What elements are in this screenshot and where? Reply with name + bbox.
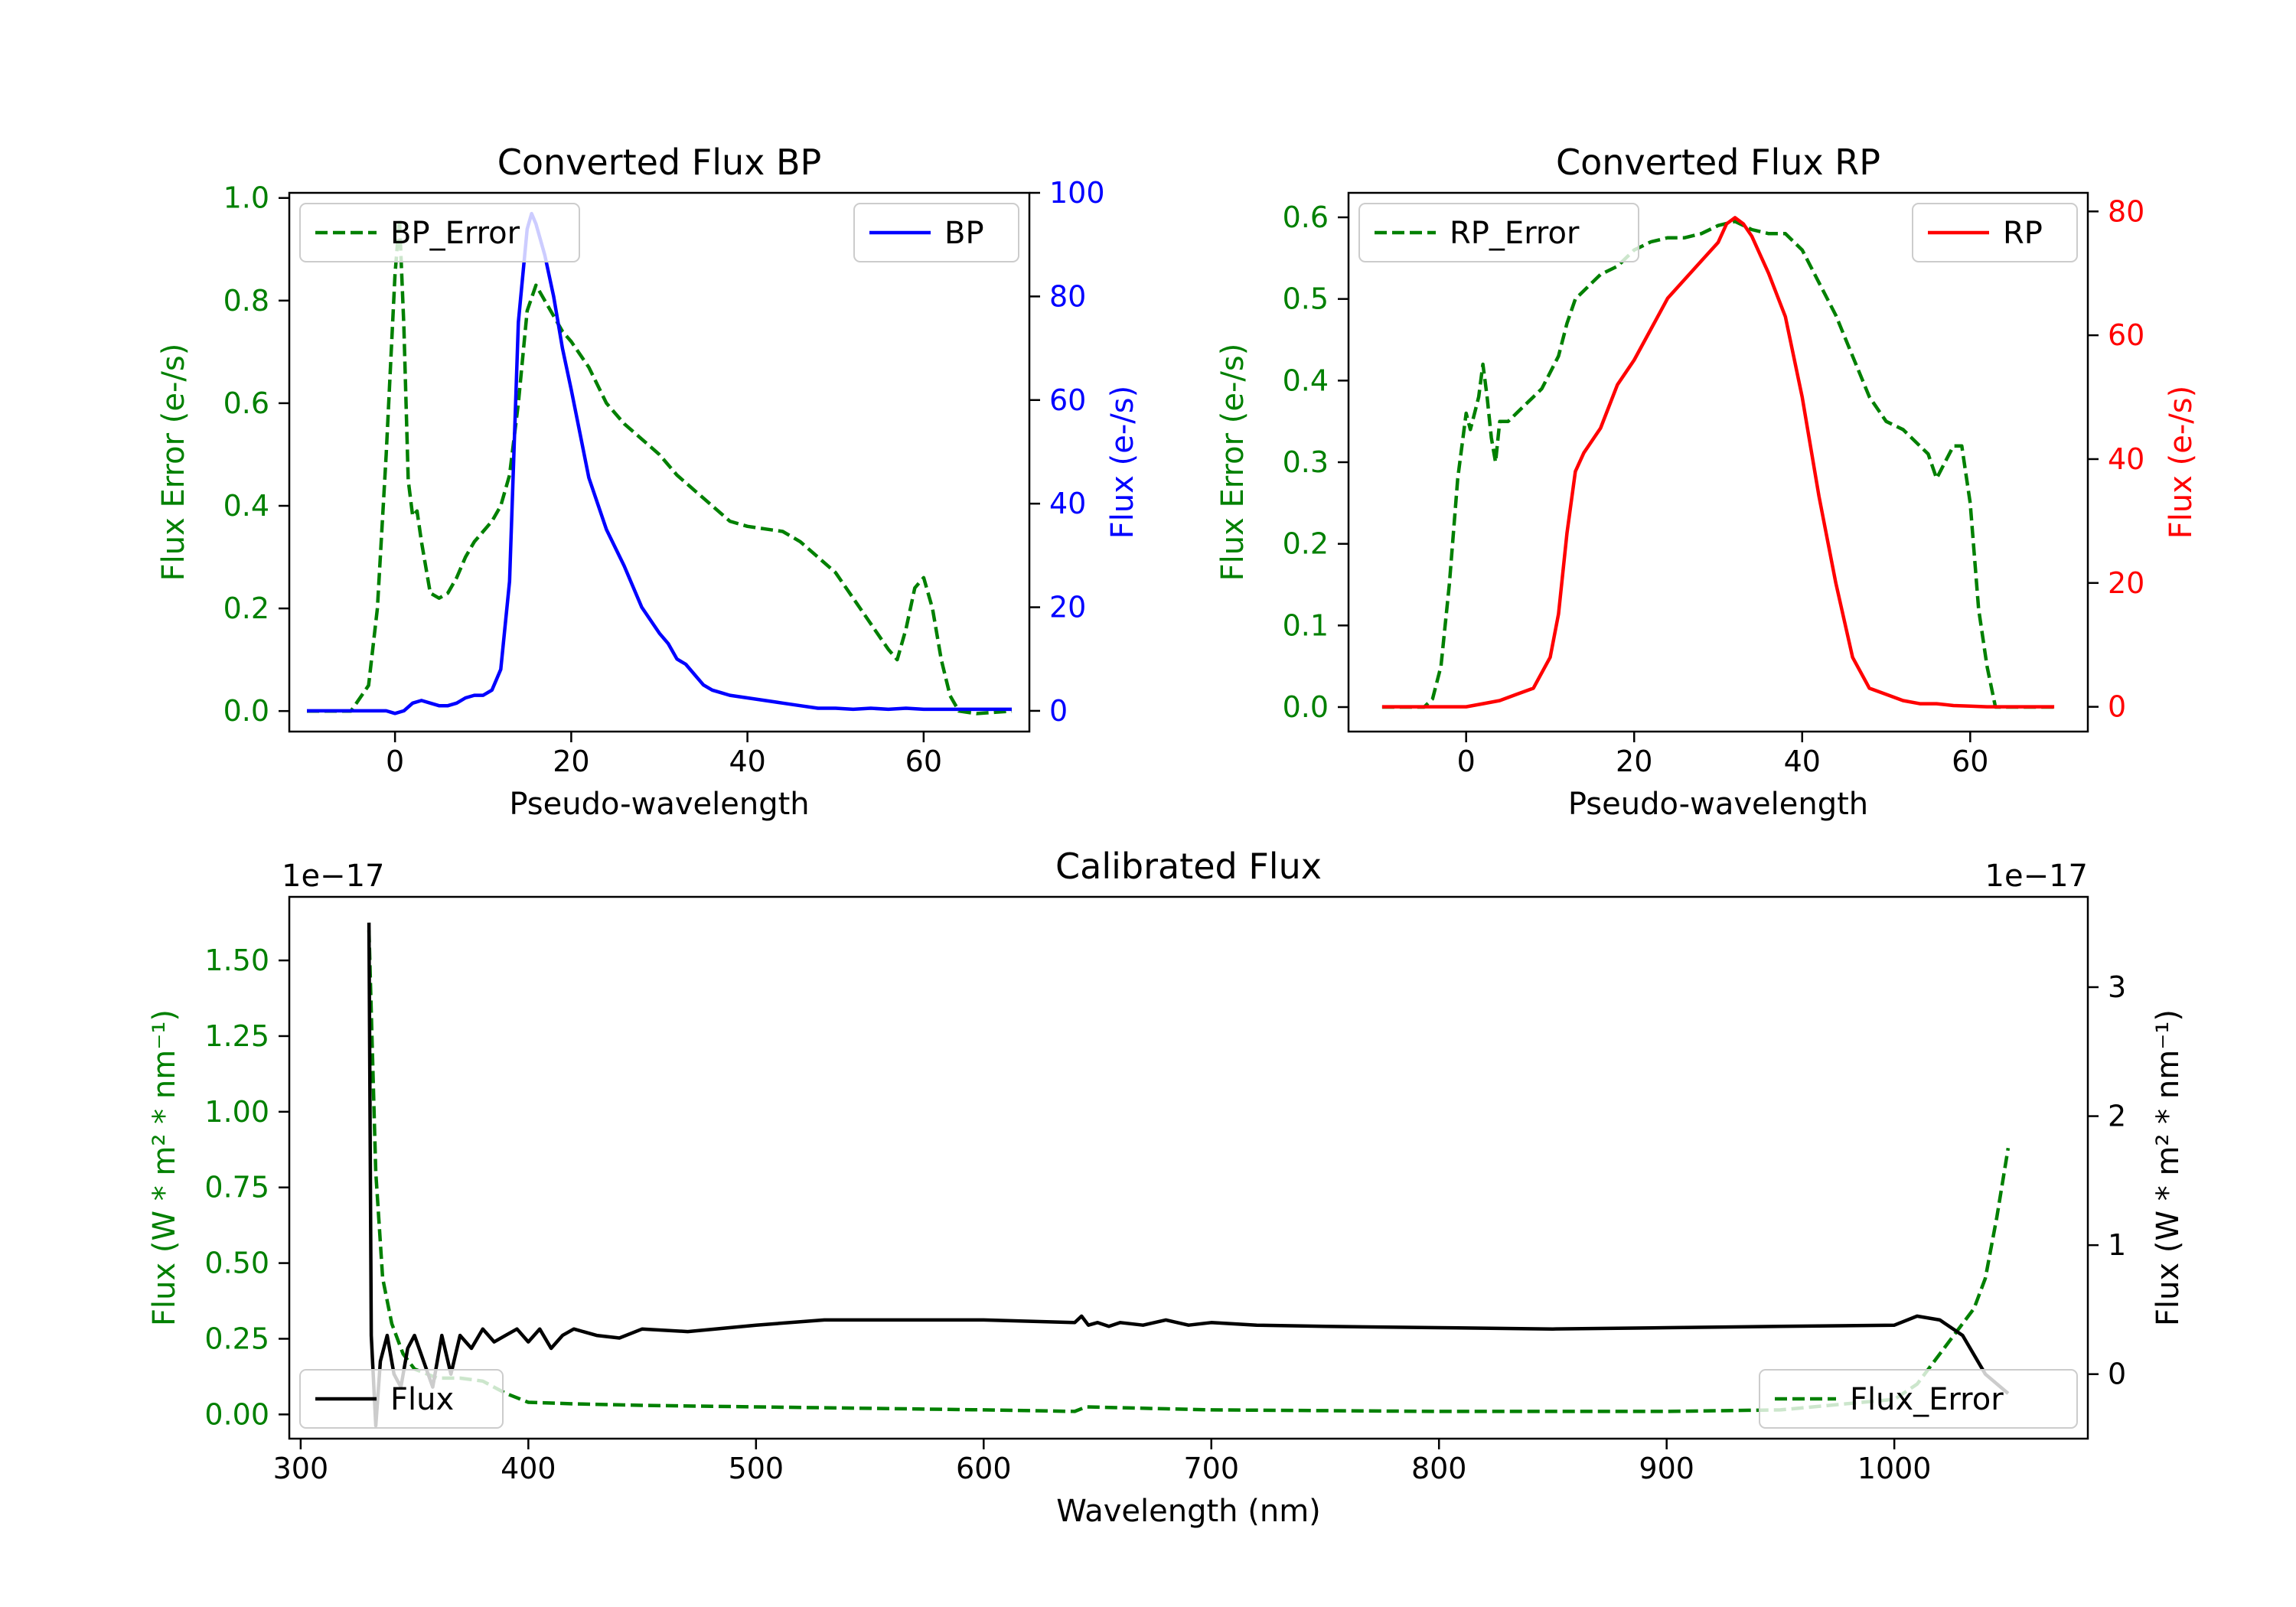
legend-rp: RP	[1912, 203, 2078, 262]
chart-title: Calibrated Flux	[1055, 846, 1322, 887]
legend-label: BP	[944, 216, 984, 251]
y-left-tick-label: 1.0	[223, 181, 269, 215]
y-right-tick-label: 60	[1049, 383, 1086, 417]
plot-frame	[288, 191, 1031, 733]
legend-label: RP	[2003, 216, 2043, 251]
x-tick-label: 800	[1411, 1452, 1467, 1485]
legend-bp: BP	[853, 203, 1019, 262]
y-left-tick-label: 0.0	[223, 694, 269, 728]
legend-box	[1358, 203, 1639, 262]
y-right-tick-label: 20	[1049, 591, 1086, 624]
x-tick-label: 40	[729, 745, 765, 778]
legend-label: BP_Error	[390, 216, 520, 251]
legend-box	[299, 203, 580, 262]
y-left-tick-label: 0.75	[204, 1171, 269, 1204]
y-right-tick-label: 60	[2108, 318, 2144, 352]
y-right-tick-label: 20	[2108, 566, 2144, 600]
series-line-rp	[1381, 216, 2055, 709]
legend-box	[299, 1369, 504, 1429]
y-left-tick-label: 1.25	[204, 1019, 269, 1053]
x-tick-label: 500	[729, 1452, 784, 1485]
offset-label-left: 1e−17	[282, 859, 384, 894]
chart-panel-2: 300 400 500 600 700 800 900 1000 0.00 0.25 0.50 0.7…	[147, 846, 2186, 1529]
x-tick-label: 20	[1616, 745, 1652, 778]
chart-panel-1: 0 20 40 60 0.0 0.1 0.2 0.3 0.4 0.5 0.6 0 20 40 60 80 Con…	[1215, 142, 2199, 822]
y-right-tick-label: 3	[2108, 970, 2126, 1004]
series-line-flux	[367, 922, 2010, 1428]
x-tick-label: 900	[1639, 1452, 1694, 1485]
y-left-tick-label: 0.6	[1283, 200, 1329, 234]
y-right-tick-label: 1	[2108, 1228, 2126, 1262]
y-left-tick-label: 0.50	[204, 1247, 269, 1280]
legend-flux-error: Flux_Error	[1759, 1369, 2078, 1429]
y-left-tick-label: 0.4	[223, 489, 269, 523]
legend-label: Flux_Error	[1850, 1382, 2004, 1417]
y-right-axis-label: Flux (W * m² * nm⁻¹)	[2151, 1009, 2186, 1326]
y-left-tick-label: 0.6	[223, 386, 269, 420]
y-left-tick-label: 0.25	[204, 1322, 269, 1355]
chart-title: Converted Flux BP	[497, 142, 822, 183]
y-left-tick-label: 0.2	[1283, 527, 1329, 561]
y-left-tick-label: 0.8	[223, 284, 269, 318]
y-left-tick-label: 0.4	[1283, 363, 1329, 397]
legend-rp-error: RP_Error	[1358, 203, 1639, 262]
series-line-bp-error	[307, 217, 1013, 715]
y-left-tick-label: 0.0	[1283, 690, 1329, 724]
y-left-axis-label: Flux (W * m² * nm⁻¹)	[147, 1009, 182, 1326]
y-right-axis-label: Flux (e-/s)	[2164, 386, 2199, 539]
y-right-tick-label: 80	[2108, 194, 2144, 228]
y-left-tick-label: 1.00	[204, 1095, 269, 1129]
x-tick-label: 0	[1457, 745, 1476, 778]
y-right-tick-label: 2	[2108, 1100, 2126, 1133]
x-axis-label: Pseudo-wavelength	[509, 787, 809, 822]
legend-label: RP_Error	[1450, 216, 1580, 251]
y-left-axis-label: Flux Error (e-/s)	[1215, 344, 1251, 582]
y-left-axis-label: Flux Error (e-/s)	[156, 344, 191, 582]
x-tick-label: 40	[1784, 745, 1821, 778]
series-line-flux-error	[367, 930, 2011, 1413]
chart-panel-0: 0 20 40 60 0.0 0.2 0.4 0.6 0.8 1.0 0 20 40 60 80 100 Con…	[156, 142, 1140, 822]
y-left-tick-label: 1.50	[204, 944, 269, 977]
legend-flux: Flux	[299, 1369, 504, 1429]
legend-box	[1759, 1369, 2078, 1429]
x-tick-label: 600	[956, 1452, 1012, 1485]
x-tick-label: 300	[273, 1452, 329, 1485]
legend-bp-error: BP_Error	[299, 203, 580, 262]
y-right-tick-label: 40	[1049, 487, 1086, 520]
series-line-bp	[307, 211, 1012, 715]
x-tick-label: 20	[553, 745, 589, 778]
x-tick-label: 1000	[1857, 1452, 1932, 1485]
x-tick-label: 0	[386, 745, 404, 778]
y-right-tick-label: 0	[1049, 694, 1068, 728]
x-tick-label: 60	[905, 745, 942, 778]
x-tick-label: 400	[501, 1452, 556, 1485]
y-left-tick-label: 0.2	[223, 592, 269, 625]
y-left-tick-label: 0.1	[1283, 608, 1329, 642]
y-left-tick-label: 0.3	[1283, 445, 1329, 479]
legend-box	[853, 203, 1019, 262]
chart-title: Converted Flux RP	[1556, 142, 1880, 183]
series-line-rp-error	[1381, 220, 2055, 709]
y-right-axis-label: Flux (e-/s)	[1105, 386, 1140, 539]
offset-label-right: 1e−17	[1985, 859, 2088, 894]
x-tick-label: 700	[1183, 1452, 1239, 1485]
plot-frame	[288, 895, 2089, 1440]
legend-label: Flux	[390, 1382, 454, 1417]
x-tick-label: 60	[1952, 745, 1988, 778]
y-right-tick-label: 0	[2108, 690, 2126, 724]
x-axis-label: Wavelength (nm)	[1056, 1494, 1321, 1529]
y-left-tick-label: 0.00	[204, 1397, 269, 1431]
y-left-tick-label: 0.5	[1283, 282, 1329, 316]
y-right-tick-label: 0	[2108, 1358, 2126, 1391]
y-right-tick-label: 100	[1049, 176, 1105, 210]
y-right-tick-label: 80	[1049, 279, 1086, 313]
legend-box	[1912, 203, 2078, 262]
y-right-tick-label: 40	[2108, 442, 2144, 476]
x-axis-label: Pseudo-wavelength	[1568, 787, 1868, 822]
